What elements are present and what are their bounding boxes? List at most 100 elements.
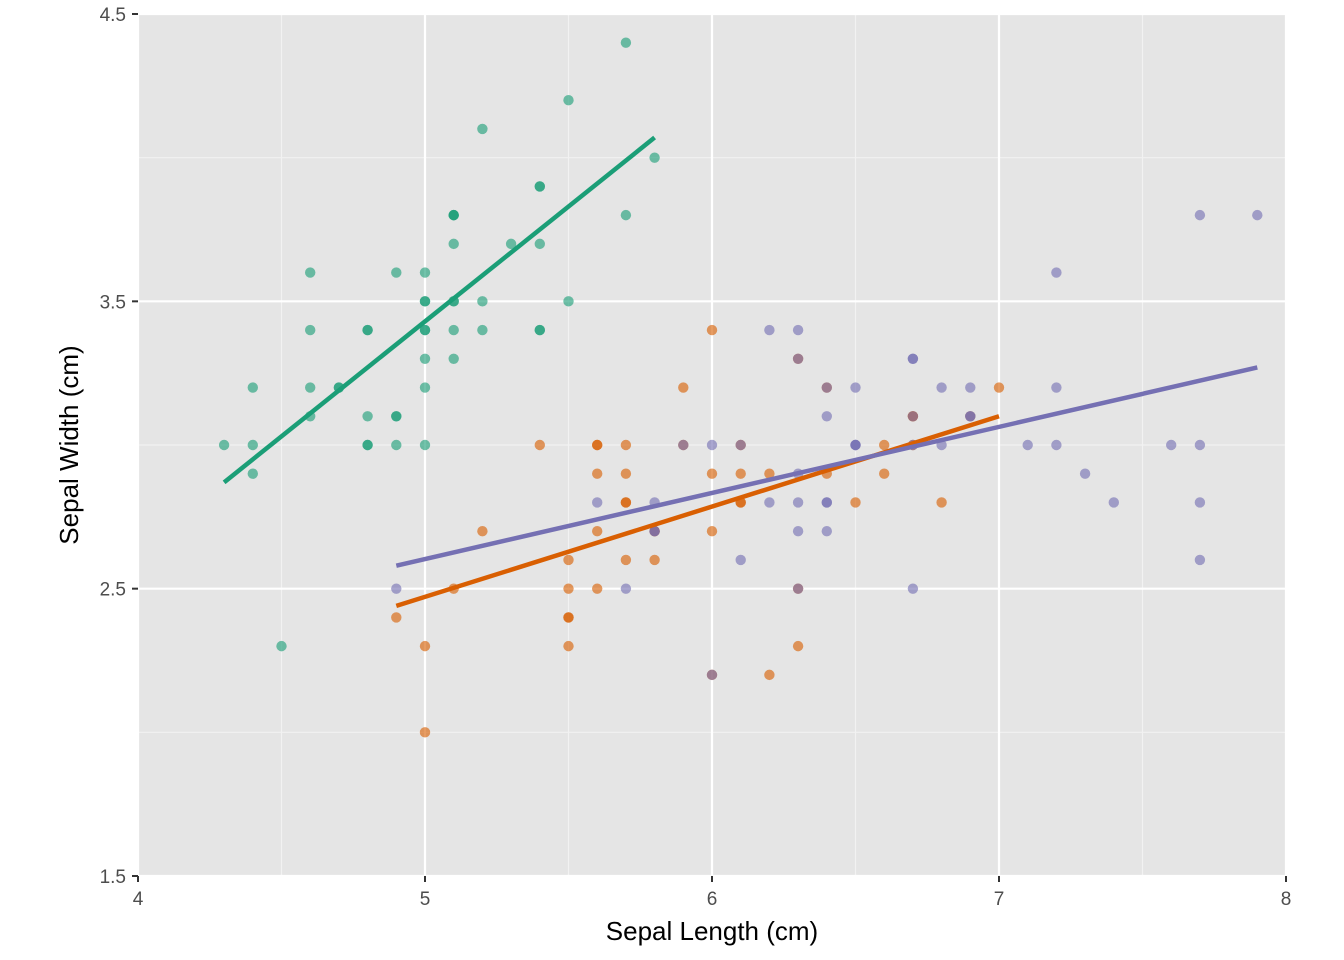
data-point-series-1: [247, 468, 258, 479]
y-tick-label: 1.5: [100, 867, 126, 888]
x-tick-label: 4: [133, 889, 144, 910]
data-point-series-3: [1022, 439, 1033, 451]
data-point-series-3: [649, 526, 660, 537]
data-point-series-1: [419, 382, 431, 393]
data-point-series-3: [1194, 209, 1206, 221]
data-point-series-3: [1194, 439, 1206, 451]
data-point-series-1: [477, 324, 488, 336]
data-point-series-1: [448, 353, 459, 364]
data-point-series-3: [821, 411, 832, 422]
data-point-series-3: [735, 554, 746, 566]
data-point-series-3: [706, 669, 718, 681]
data-point-series-2: [620, 497, 632, 508]
data-point-series-3: [965, 411, 976, 422]
data-point-series-2: [850, 497, 861, 508]
data-point-series-1: [391, 439, 402, 451]
data-point-series-3: [764, 497, 775, 508]
data-point-series-1: [247, 382, 258, 393]
data-point-series-2: [792, 640, 804, 652]
x-tick-label: 6: [707, 889, 718, 910]
data-point-series-2: [764, 468, 775, 479]
data-point-series-1: [448, 238, 459, 250]
data-point-series-1: [563, 296, 574, 307]
data-point-series-2: [678, 382, 689, 393]
data-point-series-1: [305, 324, 316, 336]
data-point-series-1: [620, 209, 632, 221]
data-point-series-3: [592, 497, 603, 508]
y-tick-label: 3.5: [100, 292, 126, 313]
data-point-series-2: [419, 727, 431, 738]
x-axis-title: Sepal Length (cm): [606, 916, 818, 946]
data-point-series-3: [936, 382, 947, 393]
y-tick-label: 2.5: [100, 580, 126, 601]
data-point-series-3: [850, 439, 861, 451]
data-point-series-1: [419, 296, 431, 307]
data-point-series-1: [305, 382, 316, 393]
data-point-series-2: [649, 554, 660, 566]
data-point-series-3: [792, 324, 804, 336]
data-point-series-2: [706, 468, 718, 479]
data-point-series-2: [706, 324, 718, 336]
data-point-series-1: [419, 267, 431, 278]
data-point-series-1: [620, 37, 632, 48]
x-tick-label: 8: [1281, 889, 1292, 910]
data-point-series-1: [419, 439, 431, 451]
data-point-series-1: [362, 324, 373, 336]
data-point-series-3: [792, 497, 804, 508]
data-point-series-3: [1194, 554, 1206, 566]
data-point-series-1: [276, 640, 287, 652]
data-point-series-1: [419, 353, 431, 364]
data-point-series-3: [764, 324, 775, 336]
data-point-series-3: [907, 353, 919, 364]
data-point-series-1: [505, 238, 517, 250]
data-point-series-3: [1051, 267, 1062, 278]
data-point-series-1: [448, 324, 459, 336]
data-point-series-2: [563, 583, 574, 594]
data-point-series-3: [907, 411, 919, 422]
data-points: [218, 37, 1263, 738]
data-point-series-3: [706, 439, 718, 451]
data-point-series-2: [592, 526, 603, 537]
data-point-series-1: [448, 209, 459, 221]
data-point-series-1: [391, 267, 402, 278]
data-point-series-3: [850, 382, 861, 393]
data-point-series-2: [592, 583, 603, 594]
data-point-series-3: [678, 439, 689, 451]
data-point-series-1: [649, 152, 660, 163]
data-point-series-2: [620, 468, 632, 479]
data-point-series-3: [792, 526, 804, 537]
data-point-series-3: [792, 583, 804, 594]
x-tick-label: 7: [994, 889, 1005, 910]
data-point-series-2: [879, 468, 890, 479]
data-point-series-3: [1051, 382, 1062, 393]
data-point-series-2: [563, 554, 574, 566]
data-point-series-3: [821, 497, 832, 508]
fit-line-series-3: [395, 365, 1258, 568]
data-point-series-3: [1194, 497, 1206, 508]
data-point-series-2: [534, 439, 545, 451]
data-point-series-1: [362, 411, 373, 422]
data-point-series-2: [936, 497, 947, 508]
data-point-series-3: [907, 583, 919, 594]
data-point-series-2: [477, 526, 488, 537]
axes: 4 5 6 7 8 1.5 2.5 3.5 4.5: [100, 5, 1292, 910]
x-tick-label: 5: [420, 889, 431, 910]
data-point-series-1: [218, 439, 230, 451]
data-point-series-3: [1252, 209, 1263, 221]
data-point-series-1: [534, 238, 545, 250]
data-point-series-2: [620, 554, 632, 566]
data-point-series-3: [1166, 439, 1177, 451]
data-point-series-2: [592, 439, 603, 451]
data-point-series-1: [419, 324, 431, 336]
data-point-series-2: [620, 439, 632, 451]
fit-line-series-1: [222, 135, 657, 485]
data-point-series-1: [563, 95, 574, 106]
data-point-series-1: [362, 439, 373, 451]
data-point-series-2: [706, 526, 718, 537]
data-point-series-1: [477, 123, 488, 135]
data-point-series-3: [391, 583, 402, 594]
data-point-series-3: [792, 353, 804, 364]
data-point-series-1: [391, 411, 402, 422]
data-point-series-2: [764, 669, 775, 681]
